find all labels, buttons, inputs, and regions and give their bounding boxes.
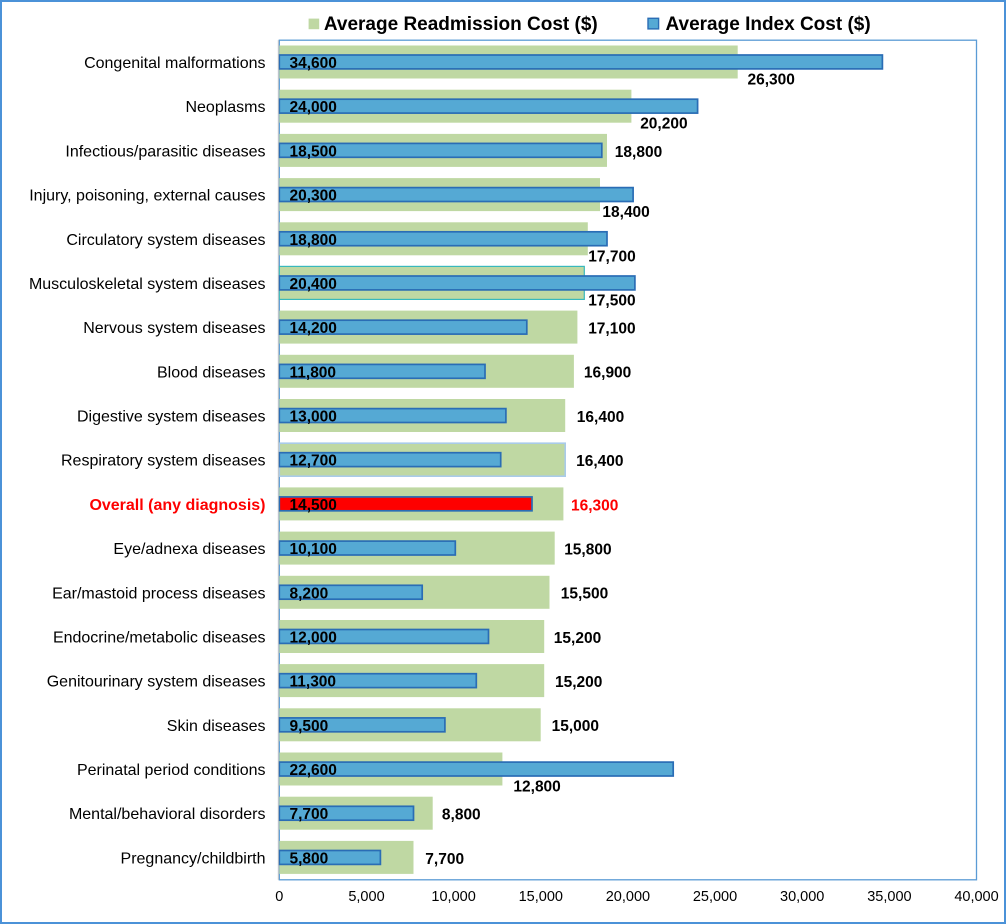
svg-text:Congenital malformations: Congenital malformations (84, 55, 265, 72)
svg-text:Perinatal period conditions: Perinatal period conditions (77, 762, 266, 779)
svg-text:7,700: 7,700 (290, 806, 329, 823)
svg-text:Mental/behavioral disorders: Mental/behavioral disorders (69, 806, 266, 823)
svg-text:15,000: 15,000 (519, 889, 563, 905)
svg-text:15,200: 15,200 (555, 674, 602, 691)
svg-text:25,000: 25,000 (693, 889, 737, 905)
svg-text:Pregnancy/childbirth: Pregnancy/childbirth (121, 850, 266, 867)
svg-text:15,000: 15,000 (552, 718, 599, 735)
svg-text:11,800: 11,800 (290, 364, 337, 381)
svg-text:30,000: 30,000 (780, 889, 824, 905)
svg-text:Average Index Cost ($): Average Index Cost ($) (666, 14, 871, 35)
svg-text:Skin diseases: Skin diseases (167, 718, 266, 735)
svg-text:Endocrine/metabolic diseases: Endocrine/metabolic diseases (53, 630, 266, 647)
svg-text:Overall (any diagnosis): Overall (any diagnosis) (89, 497, 265, 514)
svg-text:10,100: 10,100 (290, 541, 337, 558)
svg-text:20,000: 20,000 (606, 889, 650, 905)
svg-text:12,700: 12,700 (290, 453, 337, 470)
svg-text:15,200: 15,200 (554, 630, 601, 647)
svg-text:18,500: 18,500 (290, 143, 337, 160)
svg-text:15,500: 15,500 (561, 586, 608, 603)
svg-text:Nervous system diseases: Nervous system diseases (83, 320, 265, 337)
svg-text:22,600: 22,600 (290, 762, 337, 779)
svg-text:Circulatory system diseases: Circulatory system diseases (66, 232, 265, 249)
svg-text:16,300: 16,300 (571, 497, 618, 514)
svg-text:20,200: 20,200 (640, 116, 687, 133)
svg-text:14,200: 14,200 (290, 320, 337, 337)
svg-text:Respiratory system diseases: Respiratory system diseases (61, 453, 266, 470)
svg-text:Injury, poisoning, external ca: Injury, poisoning, external causes (29, 188, 265, 205)
svg-text:24,000: 24,000 (290, 99, 337, 116)
svg-text:26,300: 26,300 (748, 72, 795, 89)
svg-text:5,800: 5,800 (290, 850, 329, 867)
svg-text:17,100: 17,100 (588, 321, 635, 338)
svg-text:Infectious/parasitic diseases: Infectious/parasitic diseases (65, 143, 265, 160)
svg-text:8,200: 8,200 (290, 585, 329, 602)
svg-text:35,000: 35,000 (867, 889, 911, 905)
svg-text:9,500: 9,500 (290, 718, 329, 735)
svg-text:12,800: 12,800 (513, 779, 560, 796)
svg-text:Genitourinary system diseases: Genitourinary system diseases (47, 674, 266, 691)
svg-text:15,800: 15,800 (564, 542, 611, 559)
svg-text:Musculoskeletal system disease: Musculoskeletal system diseases (29, 276, 266, 293)
svg-text:13,000: 13,000 (290, 409, 337, 426)
svg-text:18,400: 18,400 (602, 204, 649, 221)
svg-text:34,600: 34,600 (290, 55, 337, 72)
svg-text:Neoplasms: Neoplasms (185, 99, 265, 116)
svg-text:7,700: 7,700 (425, 851, 464, 868)
svg-text:Digestive system diseases: Digestive system diseases (77, 409, 266, 426)
svg-text:17,500: 17,500 (588, 292, 635, 309)
svg-text:10,000: 10,000 (431, 889, 475, 905)
svg-text:Eye/adnexa diseases: Eye/adnexa diseases (113, 541, 265, 558)
svg-text:40,000: 40,000 (954, 889, 998, 905)
svg-text:16,900: 16,900 (584, 365, 631, 382)
svg-text:Ear/mastoid process diseases: Ear/mastoid process diseases (52, 585, 265, 602)
svg-text:18,800: 18,800 (615, 144, 662, 161)
svg-text:0: 0 (275, 889, 283, 905)
svg-text:14,500: 14,500 (290, 497, 337, 514)
svg-text:5,000: 5,000 (348, 889, 384, 905)
svg-text:16,400: 16,400 (577, 409, 624, 426)
svg-text:Average Readmission Cost ($): Average Readmission Cost ($) (324, 14, 598, 35)
svg-text:11,300: 11,300 (290, 674, 337, 691)
svg-text:17,700: 17,700 (588, 248, 635, 265)
svg-text:Blood diseases: Blood diseases (157, 364, 266, 381)
svg-text:20,400: 20,400 (290, 276, 337, 293)
svg-text:18,800: 18,800 (290, 232, 337, 249)
svg-text:16,400: 16,400 (576, 453, 623, 470)
svg-text:20,300: 20,300 (290, 188, 337, 205)
svg-text:8,800: 8,800 (442, 807, 481, 824)
svg-text:12,000: 12,000 (290, 630, 337, 647)
